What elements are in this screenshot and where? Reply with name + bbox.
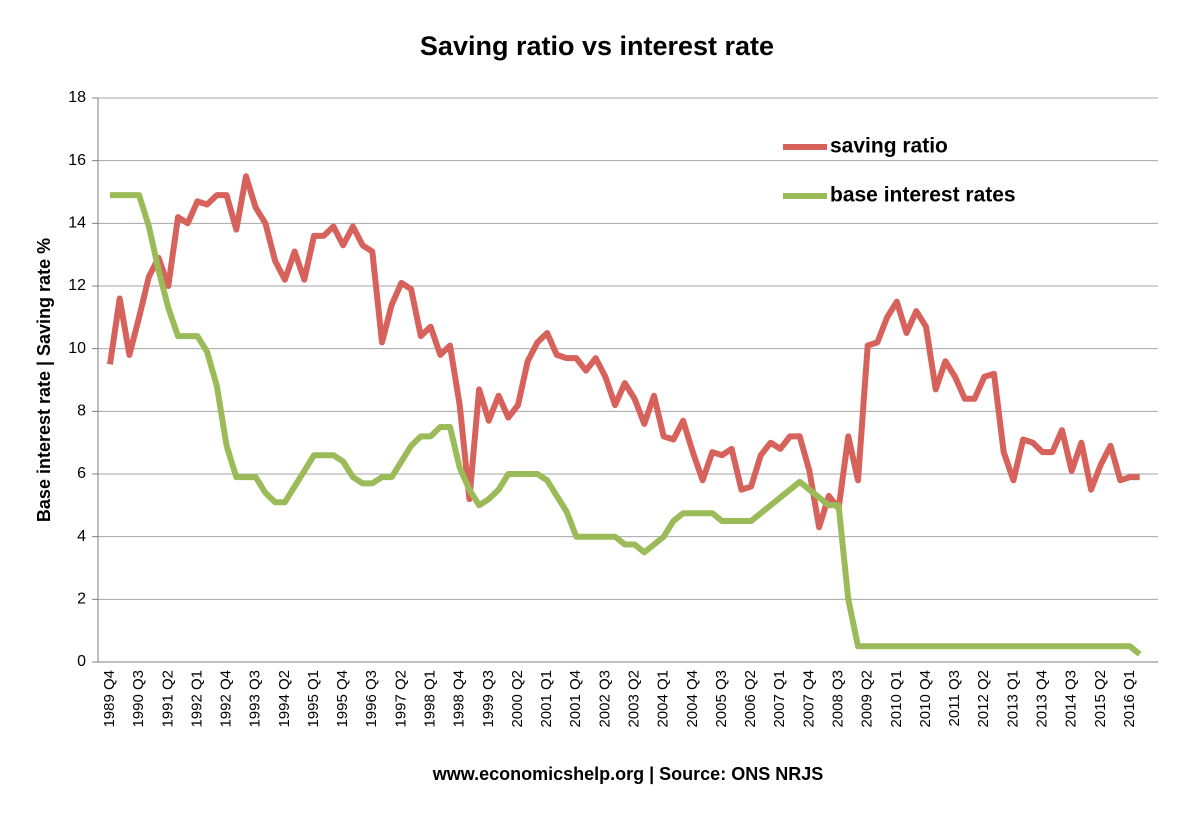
x-tick-label: 2016 Q1	[1121, 670, 1138, 728]
x-tick-label: 2000 Q2	[509, 670, 526, 728]
x-tick-label: 2001 Q1	[538, 670, 555, 728]
series-line	[107, 173, 1140, 531]
series-line	[110, 192, 1142, 657]
chart-title: Saving ratio vs interest rate	[420, 31, 774, 61]
y-axis-title: Base interest rate | Saving rate %	[34, 238, 54, 522]
x-tick-label: 2009 Q2	[859, 670, 876, 728]
x-tick-label: 2010 Q4	[917, 670, 934, 728]
y-tick-label: 6	[77, 465, 86, 482]
x-tick-label: 2012 Q2	[975, 670, 992, 728]
x-tick-label: 1999 Q3	[480, 670, 497, 728]
legend-label: base interest rates	[830, 184, 1016, 207]
x-tick-label: 2008 Q3	[830, 670, 847, 728]
x-tick-label: 2004 Q4	[684, 670, 701, 728]
y-tick-label: 18	[68, 89, 86, 106]
x-tick-label: 1997 Q2	[392, 670, 409, 728]
x-tick-label: 1992 Q4	[218, 670, 235, 728]
x-tick-label: 1991 Q2	[159, 670, 176, 728]
x-tick-label: 2003 Q2	[626, 670, 643, 728]
x-tick-label: 1995 Q1	[305, 670, 322, 728]
x-tick-label: 2007 Q4	[800, 670, 817, 728]
x-tick-label: 2015 Q2	[1092, 670, 1109, 728]
x-tick-label: 2014 Q3	[1063, 670, 1080, 728]
x-tick-label: 1998 Q1	[422, 670, 439, 728]
x-tick-label: 2013 Q1	[1004, 670, 1021, 728]
x-tick-label: 2013 Q4	[1034, 670, 1051, 728]
x-tick-label: 2011 Q3	[946, 670, 963, 726]
x-tick-label: 1998 Q4	[451, 670, 468, 728]
x-tick-label: 1996 Q3	[363, 670, 380, 728]
y-tick-label: 4	[77, 528, 86, 545]
x-tick-label: 2006 Q2	[742, 670, 759, 728]
y-tick-label: 8	[77, 403, 86, 420]
y-tick-label: 10	[68, 340, 86, 357]
x-axis-title: www.economicshelp.org | Source: ONS NRJS	[432, 764, 823, 784]
y-tick-label: 12	[68, 277, 86, 294]
x-tick-label: 2005 Q3	[713, 670, 730, 728]
x-tick-label: 1994 Q2	[276, 670, 293, 728]
y-tick-label: 0	[77, 653, 86, 670]
x-tick-label: 1992 Q1	[188, 670, 205, 728]
x-tick-label: 1995 Q4	[334, 670, 351, 728]
legend-label: saving ratio	[830, 135, 948, 158]
x-tick-label: 2007 Q1	[771, 670, 788, 728]
x-tick-label: 2001 Q4	[567, 670, 584, 728]
x-tick-label: 2010 Q1	[888, 670, 905, 728]
x-tick-label: 2004 Q1	[655, 670, 672, 728]
y-tick-label: 14	[68, 215, 86, 232]
y-tick-label: 2	[77, 591, 86, 608]
x-tick-label: 1993 Q3	[247, 670, 264, 728]
x-tick-label: 1990 Q3	[130, 670, 147, 728]
y-tick-label: 16	[68, 152, 86, 169]
x-tick-label: 1989 Q4	[101, 670, 118, 728]
x-tick-label: 2002 Q3	[596, 670, 613, 728]
